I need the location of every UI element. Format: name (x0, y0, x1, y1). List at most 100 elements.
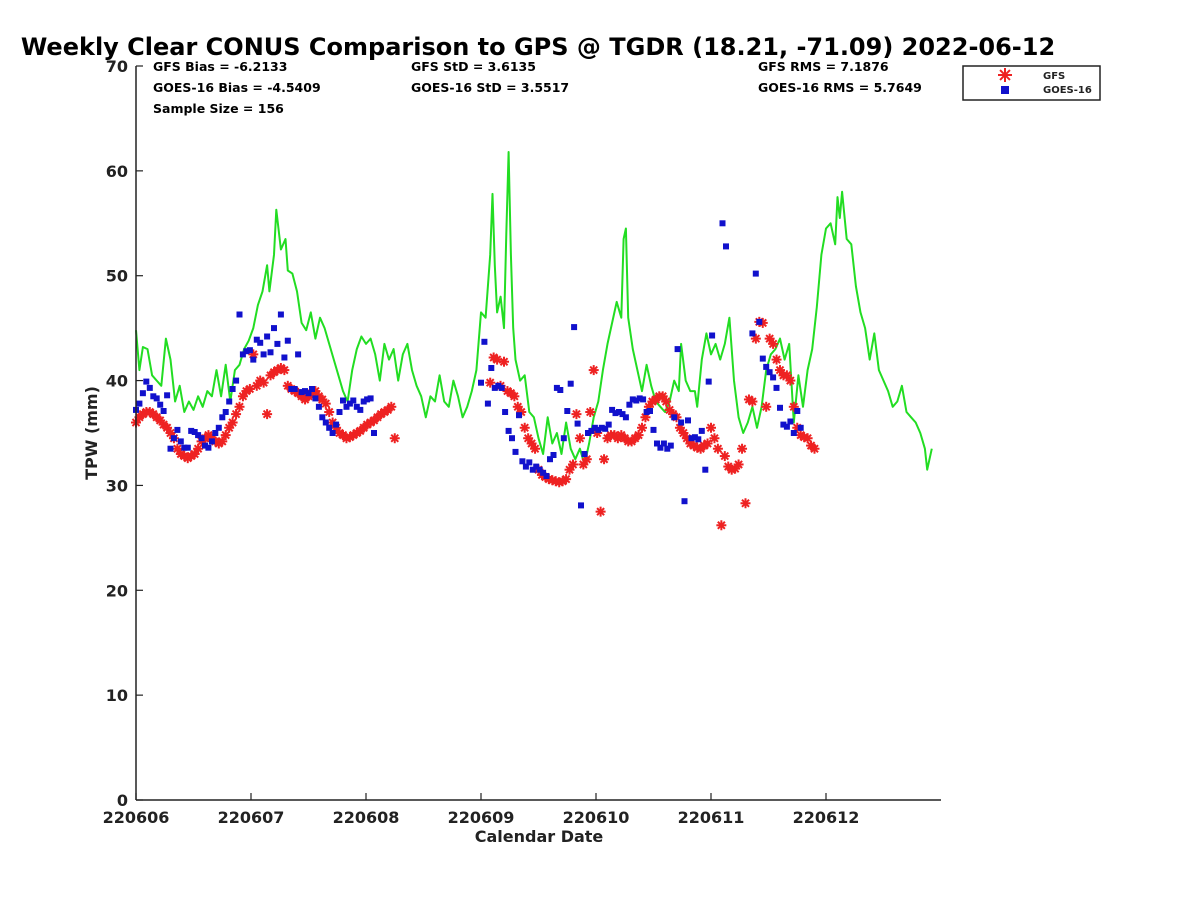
goes-point (167, 445, 174, 452)
goes-point (336, 409, 343, 415)
gfs-point (747, 396, 758, 407)
goes-point (770, 374, 777, 381)
gfs-point (571, 409, 582, 420)
gfs-point (574, 433, 585, 444)
goes-point (371, 430, 377, 436)
goes-point (233, 377, 240, 384)
goes-point (657, 444, 664, 451)
gfs-point (719, 451, 730, 462)
goes-point (540, 469, 547, 476)
goes-point (581, 451, 588, 457)
goes-point (763, 363, 770, 370)
x-tick-label: 220610 (563, 808, 630, 827)
goes-point (664, 445, 671, 452)
y-tick-label: 10 (106, 686, 128, 705)
goes-point (777, 404, 783, 411)
gfs-point (526, 438, 537, 449)
goes-point (691, 434, 698, 441)
gfs-point (193, 443, 204, 454)
gfs-point (768, 338, 779, 349)
goes-point (239, 351, 246, 358)
goes-point (702, 466, 709, 473)
goes-point (522, 463, 529, 470)
legend-gfs-label: GFS (1043, 71, 1065, 82)
gfs-point (775, 365, 785, 376)
gfs-point (324, 407, 335, 418)
goes-std-text: GOES-16 StD = 3.5517 (411, 80, 569, 95)
goes-point (253, 336, 260, 343)
goes-point (564, 408, 571, 414)
y-axis-ticks: 0 10 20 30 40 50 60 70 (106, 57, 143, 810)
legend-goes-marker (1001, 86, 1009, 94)
goes-point (602, 425, 609, 432)
goes-point (759, 355, 766, 362)
gfs-point (386, 401, 397, 412)
goes-point (226, 398, 233, 405)
goes-point (688, 435, 695, 442)
goes-point (547, 456, 553, 463)
goes-point (571, 324, 578, 331)
gfs-point (568, 459, 578, 470)
legend-goes-label: GOES-16 (1043, 85, 1092, 96)
goes-point (595, 426, 602, 433)
gfs-point (802, 433, 813, 444)
gps-line (135, 151, 933, 471)
goes-point (681, 498, 688, 505)
goes-point (478, 379, 484, 386)
goes-point (191, 429, 198, 435)
goes-point (357, 406, 364, 413)
gfs-series (131, 316, 820, 531)
gfs-point (809, 443, 820, 454)
gfs-point (224, 422, 235, 433)
goes-point (591, 424, 598, 431)
gfs-point (389, 433, 400, 444)
goes-point (654, 440, 660, 447)
goes-point (350, 397, 357, 404)
goes-point (284, 337, 291, 344)
goes-point (153, 395, 160, 402)
goes-point (170, 435, 177, 442)
plot-area (136, 66, 941, 800)
gfs-point (578, 459, 589, 470)
goes-point (723, 243, 729, 250)
gfs-point (740, 498, 751, 509)
goes-point (636, 395, 643, 402)
goes-point (136, 400, 143, 407)
goes-point (616, 409, 622, 415)
goes-point (360, 398, 367, 405)
goes-point (780, 421, 787, 428)
goes-point (198, 435, 205, 442)
gfs-point (764, 333, 775, 344)
gfs-point (771, 354, 782, 365)
y-tick-label: 60 (106, 162, 128, 181)
goes-point (329, 430, 336, 436)
goes-point (543, 473, 550, 479)
goes-point (150, 393, 157, 400)
gfs-point (509, 391, 520, 402)
gfs-point (702, 438, 713, 449)
gfs-point (657, 391, 668, 402)
x-tick-label: 220612 (793, 808, 860, 827)
gfs-point (737, 443, 748, 454)
goes-point (146, 384, 153, 391)
goes-point (188, 427, 195, 434)
goes-point (295, 351, 302, 358)
goes-point (143, 378, 150, 385)
goes-bias-text: GOES-16 Bias = -4.5409 (153, 80, 321, 95)
goes-point (281, 354, 288, 361)
y-tick-label: 40 (106, 372, 128, 391)
gfs-point (237, 391, 248, 402)
goes-point (698, 427, 705, 434)
gfs-point (761, 401, 772, 412)
goes-point (498, 384, 505, 391)
goes-point (246, 347, 253, 354)
x-tick-label: 220609 (448, 808, 515, 827)
goes-point (612, 410, 619, 417)
gfs-point (637, 422, 647, 433)
goes-point (536, 466, 543, 473)
goes-point (619, 411, 626, 418)
goes-rms-text: GOES-16 RMS = 5.7649 (758, 80, 922, 95)
goes-point (481, 338, 488, 345)
legend-gfs-asterisk (998, 68, 1012, 82)
